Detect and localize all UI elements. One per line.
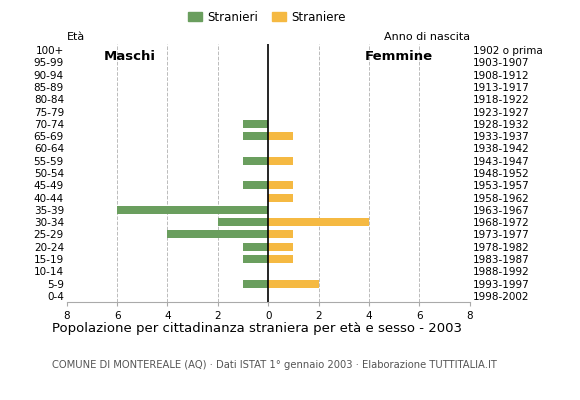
Bar	[268, 255, 293, 263]
Bar	[243, 181, 268, 189]
Bar	[268, 132, 293, 140]
Text: Maschi: Maschi	[104, 50, 155, 63]
Bar	[218, 218, 268, 226]
Bar	[243, 255, 268, 263]
Bar	[268, 194, 293, 202]
Legend: Stranieri, Straniere: Stranieri, Straniere	[183, 6, 350, 28]
Bar	[243, 157, 268, 165]
Text: Età: Età	[67, 32, 85, 42]
Text: Anno di nascita: Anno di nascita	[384, 32, 470, 42]
Bar	[268, 243, 293, 251]
Bar	[268, 280, 318, 288]
Bar	[268, 181, 293, 189]
Text: COMUNE DI MONTEREALE (AQ) · Dati ISTAT 1° gennaio 2003 · Elaborazione TUTTITALIA: COMUNE DI MONTEREALE (AQ) · Dati ISTAT 1…	[52, 360, 497, 370]
Bar	[243, 120, 268, 128]
Bar	[243, 243, 268, 251]
Bar	[168, 230, 268, 238]
Bar	[243, 280, 268, 288]
Bar	[268, 218, 369, 226]
Bar	[268, 230, 293, 238]
Text: Popolazione per cittadinanza straniera per età e sesso - 2003: Popolazione per cittadinanza straniera p…	[52, 322, 462, 335]
Bar	[243, 132, 268, 140]
Bar	[268, 157, 293, 165]
Bar	[117, 206, 268, 214]
Text: Femmine: Femmine	[365, 50, 433, 63]
